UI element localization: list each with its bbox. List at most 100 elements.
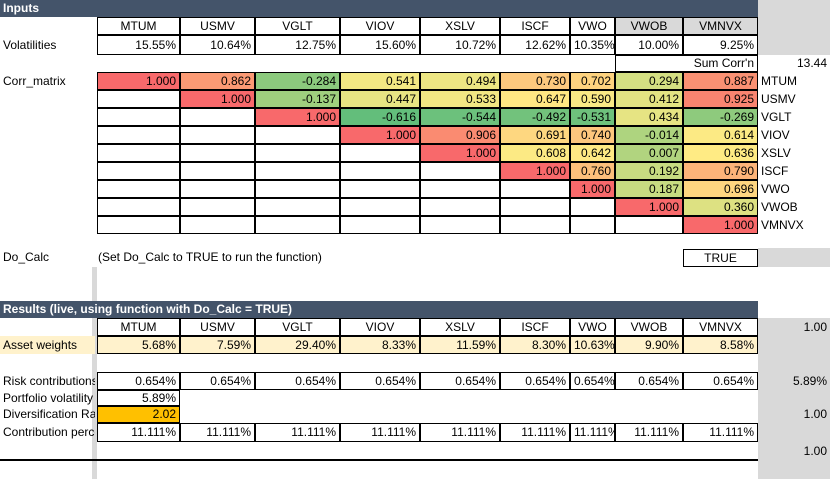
corr-cell: 0.533 — [420, 90, 500, 108]
side-value: 1.00 — [803, 444, 827, 458]
ticker-header: VIOV — [340, 17, 420, 35]
empty-cell — [255, 198, 340, 216]
risk-cell: 0.654% — [683, 372, 758, 390]
contribution-cell: 11.111% — [255, 423, 340, 442]
row-label: Corr_matrix — [3, 74, 66, 88]
corr-row-label: VIOV — [761, 128, 790, 142]
corr-cell: 0.647 — [500, 90, 570, 108]
row-label: Portfolio volatility — [3, 391, 94, 405]
contribution-cell: 11.111% — [420, 423, 500, 442]
corr-cell: 0.740 — [570, 126, 615, 144]
empty-cell — [97, 108, 180, 126]
corr-cell: 0.192 — [615, 162, 683, 180]
row-label: Volatilities — [3, 38, 57, 52]
weight-cell: 9.90% — [615, 336, 683, 354]
side-value: 5.89% — [792, 374, 827, 388]
ticker-header: ISCF — [500, 17, 570, 35]
risk-cell: 0.654% — [500, 372, 570, 390]
row-label: Asset weights — [0, 336, 95, 354]
empty-cell — [180, 216, 255, 234]
do-calc-input[interactable]: TRUE — [683, 249, 758, 267]
corr-cell: -0.014 — [615, 126, 683, 144]
empty-cell — [97, 162, 180, 180]
corr-cell: 0.760 — [570, 162, 615, 180]
sum-value: 13.44 — [758, 55, 830, 72]
corr-row-label: USMV — [761, 92, 796, 106]
corr-cell: 0.696 — [683, 180, 758, 198]
corr-cell: 0.691 — [500, 126, 570, 144]
risk-cell: 0.654% — [97, 372, 180, 390]
corr-cell: 0.608 — [500, 144, 570, 162]
empty-cell — [340, 180, 420, 198]
empty-cell — [340, 144, 420, 162]
weight-cell: 29.40% — [255, 336, 340, 354]
empty-cell — [420, 198, 500, 216]
ticker-header: VGLT — [255, 17, 340, 35]
section-header — [0, 0, 758, 17]
corr-row-label: VWOB — [761, 200, 798, 214]
corr-row-label: ISCF — [761, 164, 789, 178]
corr-cell: 0.614 — [683, 126, 758, 144]
sum-label: Sum Corr'n — [615, 55, 758, 72]
empty-cell — [340, 162, 420, 180]
empty-cell — [180, 126, 255, 144]
empty-cell — [500, 216, 570, 234]
corr-cell: -0.269 — [683, 108, 758, 126]
empty-cell — [340, 198, 420, 216]
row-label: Diversification Ra — [3, 407, 95, 421]
empty-cell — [97, 216, 180, 234]
diversification-value: 2.02 — [97, 406, 180, 423]
note: (Set Do_Calc to TRUE to run the function… — [98, 250, 322, 264]
corr-cell: -0.531 — [570, 108, 615, 126]
corr-cell: 1.000 — [340, 126, 420, 144]
weight-cell: 7.59% — [180, 336, 255, 354]
ticker-header: XSLV — [420, 318, 500, 336]
row-label: Do_Calc — [3, 250, 50, 264]
side-column — [758, 318, 830, 479]
corr-cell: 0.007 — [615, 144, 683, 162]
corr-cell: 0.434 — [615, 108, 683, 126]
corr-cell: 1.000 — [615, 198, 683, 216]
weight-cell: 10.63% — [570, 336, 615, 354]
section-title: Inputs — [3, 1, 39, 15]
volatility-cell: 15.60% — [340, 35, 420, 55]
volatility-cell: 15.55% — [97, 35, 180, 55]
corr-cell: 0.636 — [683, 144, 758, 162]
corr-row-label: MTUM — [761, 74, 797, 88]
risk-cell: 0.654% — [615, 372, 683, 390]
risk-cell: 0.654% — [340, 372, 420, 390]
weight-cell: 8.33% — [340, 336, 420, 354]
corr-cell: 0.360 — [683, 198, 758, 216]
row-label: Risk contributions — [3, 374, 95, 388]
side-value: 1.00 — [803, 407, 827, 421]
bottom-rule — [0, 459, 758, 461]
weight-cell: 5.68% — [97, 336, 180, 354]
ticker-header: VWOB — [615, 17, 683, 35]
side-column — [758, 0, 830, 55]
volatility-cell: 12.62% — [500, 35, 570, 55]
corr-cell: 1.000 — [97, 72, 180, 90]
corr-cell: 0.590 — [570, 90, 615, 108]
empty-cell — [97, 126, 180, 144]
empty-cell — [180, 180, 255, 198]
corr-cell: 0.906 — [420, 126, 500, 144]
corr-row-label: XSLV — [761, 146, 791, 160]
empty-cell — [570, 216, 615, 234]
corr-cell: 1.000 — [500, 162, 570, 180]
corr-cell: 1.000 — [255, 108, 340, 126]
corr-cell: 1.000 — [683, 216, 758, 234]
ticker-header: VWOB — [615, 318, 683, 336]
risk-cell: 0.654% — [420, 372, 500, 390]
empty-cell — [97, 90, 180, 108]
risk-cell: 0.654% — [180, 372, 255, 390]
ticker-header: USMV — [180, 318, 255, 336]
empty-cell — [180, 144, 255, 162]
empty-cell — [500, 180, 570, 198]
corr-cell: 0.862 — [180, 72, 255, 90]
ticker-header: VMNVX — [683, 318, 758, 336]
empty-cell — [255, 126, 340, 144]
empty-cell — [420, 216, 500, 234]
corr-cell: 0.294 — [615, 72, 683, 90]
corr-cell: -0.137 — [255, 90, 340, 108]
corr-row-label: VGLT — [761, 110, 792, 124]
